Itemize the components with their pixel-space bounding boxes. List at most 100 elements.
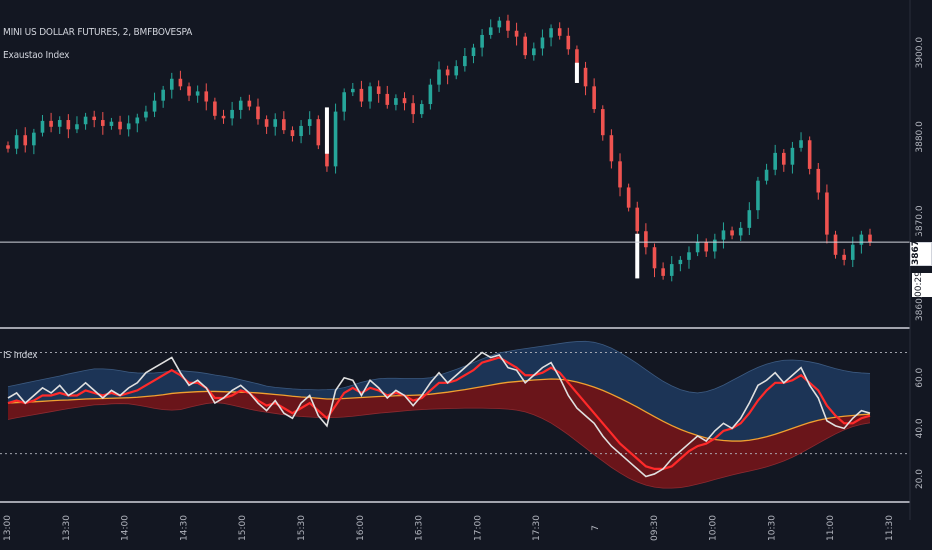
index-tick-label: 20.0	[915, 469, 925, 489]
candle	[385, 85, 390, 109]
price-tick-label: 3880.0	[915, 121, 925, 153]
candle	[445, 65, 450, 85]
candle	[144, 105, 148, 122]
candle	[6, 141, 10, 153]
candle	[454, 60, 459, 80]
candle	[213, 97, 217, 120]
candle	[678, 256, 683, 272]
time-tick-label: 14:30	[179, 515, 189, 541]
candle	[333, 103, 338, 174]
candle	[463, 48, 467, 72]
candle	[419, 100, 424, 118]
candle	[204, 83, 209, 111]
candle	[92, 110, 96, 128]
index-tick-label: 60.0	[915, 367, 925, 387]
candle	[480, 29, 484, 57]
exhaustion-marker	[324, 107, 329, 154]
time-tick-label: 10:00	[709, 515, 719, 541]
candle	[40, 114, 45, 137]
candle	[187, 82, 191, 102]
bar-countdown-tag: 00:29	[912, 271, 932, 297]
candle	[437, 61, 441, 92]
lower-band-edge	[7, 402, 871, 489]
candle	[799, 132, 803, 152]
last-price-tag: 3867.5	[910, 230, 932, 266]
candle	[14, 129, 19, 155]
candle	[825, 184, 829, 244]
candle	[57, 116, 62, 134]
candle	[316, 115, 321, 150]
candle	[566, 27, 571, 55]
candle	[557, 22, 562, 40]
time-tick-label: 13:00	[3, 515, 13, 541]
candle	[75, 116, 79, 134]
exhaustion-marker	[635, 233, 640, 279]
candle	[618, 153, 622, 197]
candle	[118, 115, 122, 135]
time-tick-label: 17:30	[532, 515, 542, 541]
time-tick-label: 14:00	[121, 515, 131, 541]
candle	[488, 19, 493, 39]
candle	[342, 88, 346, 121]
candle	[161, 85, 165, 108]
candle	[109, 117, 114, 130]
candle	[764, 163, 769, 185]
candle	[842, 248, 846, 266]
candle	[273, 113, 278, 136]
symbol-legend[interactable]: MINI US DOLLAR FUTURES, 2, BMFBOVESPA	[3, 27, 193, 38]
time-tick-label: 15:00	[238, 515, 248, 541]
candle	[135, 113, 140, 133]
time-tick-label: 11:30	[885, 515, 895, 541]
candle	[471, 43, 476, 64]
exhaustion-marker	[574, 62, 579, 83]
candle	[402, 92, 407, 111]
time-tick-label: 09:30	[650, 515, 660, 541]
candle	[256, 98, 260, 125]
candle	[497, 16, 502, 33]
candle	[49, 112, 53, 133]
candle	[549, 24, 553, 47]
candle	[635, 201, 640, 237]
candle	[730, 226, 734, 240]
candle	[247, 94, 252, 111]
candle	[816, 163, 821, 200]
time-axis[interactable]: 13:00 13:30 14:00 14:30 15:00 15:30 16:00 16:30…	[3, 515, 895, 541]
candle	[756, 176, 760, 220]
time-tick-label: 17:00	[473, 515, 483, 541]
candle	[532, 42, 536, 61]
candle	[747, 202, 752, 236]
candle	[351, 82, 355, 97]
candle	[523, 32, 527, 59]
candle	[359, 80, 364, 107]
candle	[282, 111, 286, 134]
candle	[669, 256, 674, 282]
price-axis[interactable]: 3900.0 3880.0 3870.0 3860.0	[915, 37, 925, 321]
main-study-legend[interactable]: Exaustao Index	[3, 50, 70, 61]
candle	[738, 221, 743, 241]
candle	[807, 136, 812, 175]
candle	[101, 112, 105, 135]
candle	[868, 228, 872, 246]
candle	[411, 95, 415, 123]
fast-line	[7, 351, 871, 478]
candle	[514, 22, 519, 46]
time-tick-label: 11:00	[826, 515, 836, 541]
candle	[307, 111, 312, 135]
candle	[652, 243, 657, 278]
candle	[23, 127, 28, 153]
candle	[661, 262, 665, 280]
sub-study-legend[interactable]: IS Index	[3, 350, 38, 361]
time-tick-label: 7	[591, 525, 601, 531]
candle	[721, 222, 726, 249]
candle	[704, 238, 709, 257]
candle	[394, 94, 398, 111]
index-axis[interactable]: 60.0 40.0 20.0	[915, 367, 925, 489]
upper-band-edge	[7, 340, 871, 394]
candle	[290, 126, 295, 142]
time-tick-label: 13:30	[62, 515, 72, 541]
index-line	[7, 356, 871, 470]
candle	[713, 233, 717, 259]
candle	[833, 230, 838, 259]
